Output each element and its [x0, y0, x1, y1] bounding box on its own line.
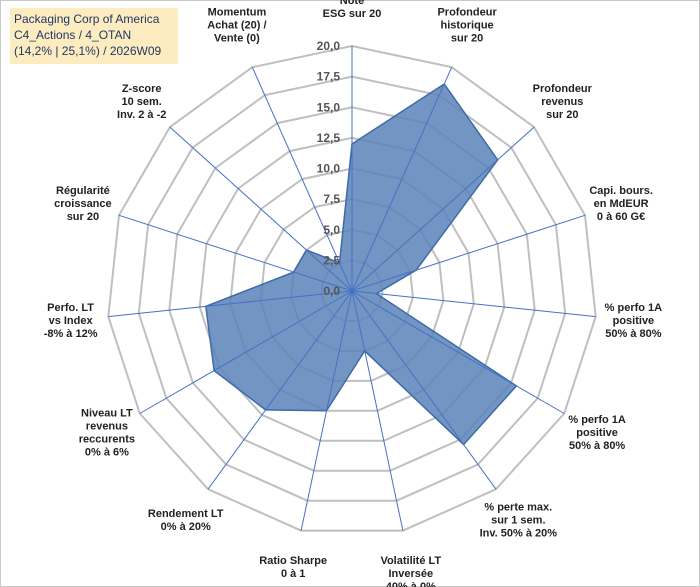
axis-spoke: [300, 290, 353, 531]
axis-label-line: historique: [441, 20, 494, 32]
tick-label: 12,5: [317, 131, 341, 145]
axis-label-line: vs Index: [49, 315, 94, 327]
axis-label-line: en MdEUR: [594, 198, 649, 210]
tick-label: 2,5: [323, 253, 340, 267]
axis-label-line: 0 à 1: [281, 568, 305, 580]
axis-label-line: Capi. bours.: [589, 185, 653, 197]
axis-label-line: -8% à 12%: [44, 328, 98, 340]
axis-label-line: Profondeur: [533, 83, 593, 95]
axis-label-line: Niveau LT: [81, 408, 133, 420]
axis-label-line: ESG sur 20: [323, 8, 382, 20]
axis-label-line: Rendement LT: [148, 508, 224, 520]
tick-label: 15,0: [317, 100, 341, 114]
axis-label-line: sur 1 sem.: [491, 515, 545, 527]
axis-label-line: croissance: [54, 198, 111, 210]
radar-tick-labels: 0,0 2,5 5,0 7,5 10,0 12,5 15,0 17,5 20,0: [317, 39, 341, 298]
radar-spokes: [108, 46, 596, 531]
series-area: [204, 82, 518, 446]
axis-spoke: [139, 290, 353, 414]
tick-label: 20,0: [317, 39, 341, 53]
tick-label: 10,0: [317, 162, 341, 176]
title-category: C4_Actions / 4_OTAN: [14, 28, 132, 42]
axis-spoke: [351, 290, 596, 318]
axis-spoke: [108, 290, 353, 318]
axis-label-line: 0 à 60 G€: [597, 211, 645, 223]
axis-label-line: positive: [576, 427, 618, 439]
axis-label: Rendement LT0% à 20%: [148, 508, 224, 533]
axis-label-line: % perfo 1A: [568, 414, 626, 426]
radar-series: [204, 82, 518, 446]
axis-label-line: sur 20: [67, 211, 99, 223]
tick-label: 5,0: [323, 223, 340, 237]
grid-ring: [198, 136, 506, 442]
axis-spoke: [207, 290, 353, 490]
axis-label-line: revenus: [86, 421, 128, 433]
axis-label-line: Achat (20) /: [207, 20, 266, 32]
axis-spoke: [351, 290, 497, 490]
axis-label-line: Profondeur: [437, 7, 497, 19]
axis-label-line: Vente (0): [214, 33, 260, 45]
axis-spoke: [251, 66, 353, 292]
axis-label-line: sur 20: [546, 109, 578, 121]
tick-label: 17,5: [317, 70, 341, 84]
axis-label-line: % perfo 1A: [605, 302, 663, 314]
axis-spoke: [351, 66, 453, 292]
title-company: Packaging Corp of America: [14, 12, 160, 26]
axis-label-line: 10 sem.: [122, 96, 162, 108]
axis-label-line: positive: [613, 315, 655, 327]
axis-spoke: [351, 290, 565, 414]
axis-label: % perte max.sur 1 sem.Inv. 50% à 20%: [480, 502, 558, 540]
axis-spoke: [118, 214, 353, 292]
axis-label-line: Inv. 50% à 20%: [480, 528, 558, 540]
grid-ring: [137, 75, 567, 502]
axis-label-line: 0% à 20%: [161, 521, 211, 533]
axis-label-line: reccurents: [79, 434, 135, 446]
axis-spoke: [351, 214, 586, 292]
axis-label-line: 40% à 0%: [386, 581, 436, 587]
axis-label-line: sur 20: [451, 33, 483, 45]
axis-label-line: Note: [340, 0, 364, 7]
tick-label: 7,5: [323, 192, 340, 206]
axis-spoke: [351, 290, 404, 531]
axis-label-line: Perfo. LT: [47, 302, 94, 314]
tick-label: 0,0: [323, 284, 340, 298]
axis-label-line: 50% à 80%: [569, 440, 625, 452]
chart-title-box: Packaging Corp of America C4_Actions / 4…: [10, 8, 178, 64]
axis-label-line: Régularité: [56, 185, 110, 197]
axis-label-line: Volatilité LT: [380, 555, 441, 567]
axis-label-line: % perte max.: [484, 502, 552, 514]
axis-spoke: [169, 126, 353, 292]
axis-label-line: 0% à 6%: [85, 447, 129, 459]
grid-ring: [168, 106, 536, 472]
axis-label-line: Ratio Sharpe: [259, 555, 327, 567]
axis-label-line: Momentum: [208, 7, 267, 19]
axis-spoke: [351, 126, 535, 292]
axis-label-line: 50% à 80%: [605, 328, 661, 340]
axis-label-line: revenus: [541, 96, 583, 108]
axis-label-line: Inv. 2 à -2: [117, 109, 166, 121]
grid-ring: [229, 167, 475, 412]
axis-label-line: Inversée: [388, 568, 433, 580]
axis-label-line: Z-score: [122, 83, 162, 95]
grid-ring: [107, 44, 597, 532]
title-stats: (14,2% | 25,1%) / 2026W09: [14, 44, 162, 58]
